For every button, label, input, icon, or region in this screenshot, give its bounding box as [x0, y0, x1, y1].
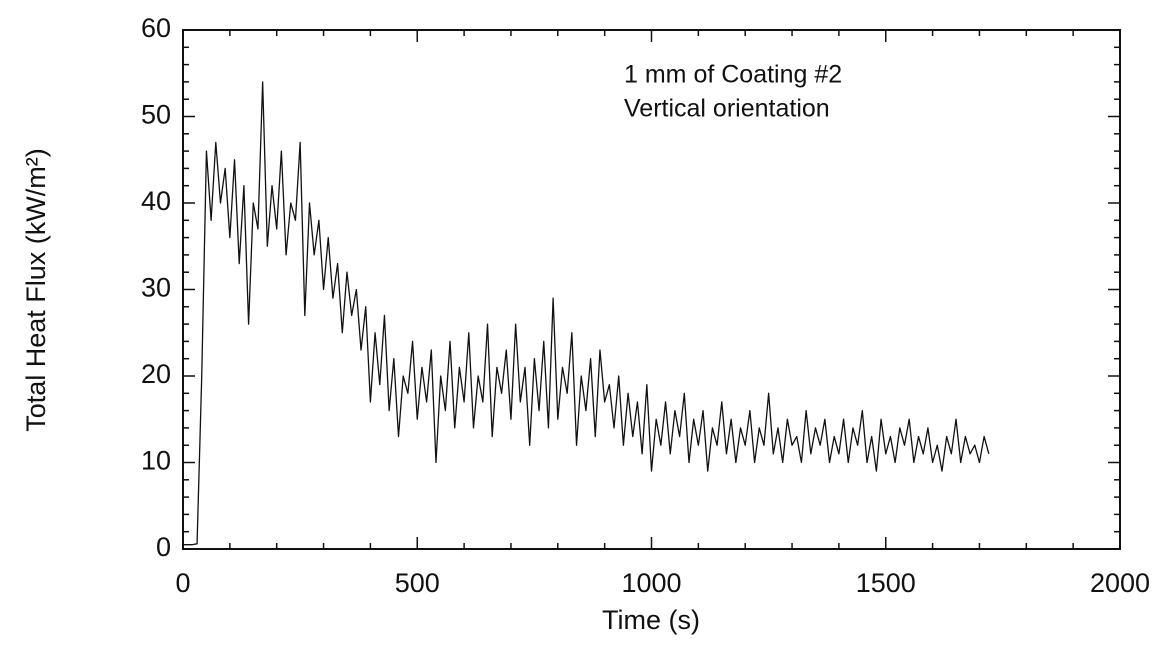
x-tick-label: 0	[175, 568, 190, 598]
y-tick-label: 30	[141, 273, 171, 303]
x-tick-label: 2000	[1090, 568, 1150, 598]
data-line	[183, 81, 990, 546]
y-tick-label: 50	[141, 100, 171, 130]
y-tick-label: 10	[141, 446, 171, 476]
x-tick-label: 1500	[856, 568, 916, 598]
y-tick-label: 0	[156, 532, 171, 562]
annotation: Vertical orientation	[624, 95, 830, 123]
y-tick-label: 40	[141, 186, 171, 216]
y-tick-label: 60	[141, 13, 171, 43]
x-axis-label: Time (s)	[602, 605, 700, 635]
x-tick-label: 500	[395, 568, 440, 598]
x-tick-label: 1000	[621, 568, 681, 598]
annotation: 1 mm of Coating #2	[624, 61, 842, 89]
y-tick-label: 20	[141, 359, 171, 389]
y-axis-label: Total Heat Flux (kW/m²)	[21, 148, 51, 432]
